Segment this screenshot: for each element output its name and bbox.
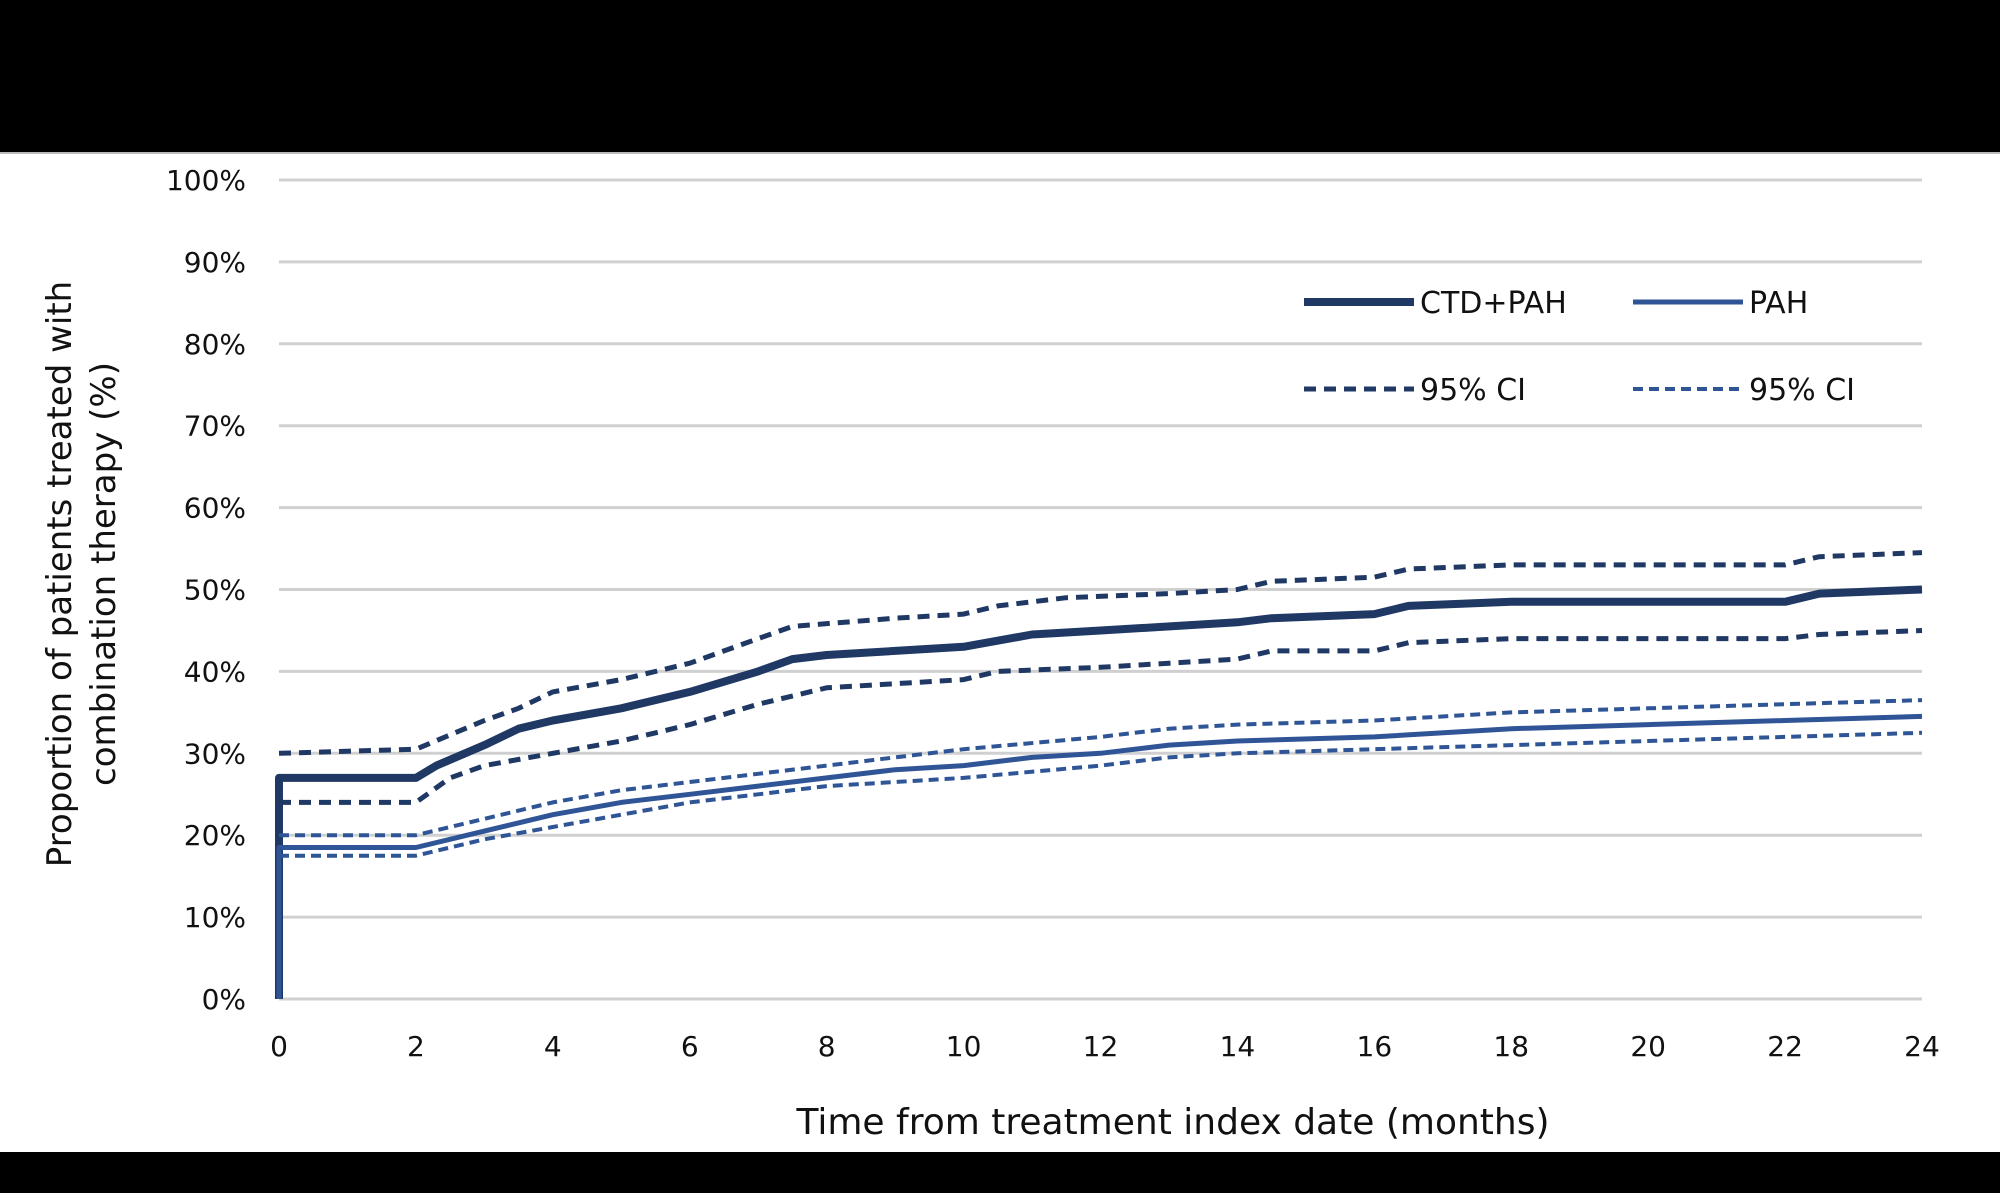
series-line-4 (279, 698, 1923, 838)
legend-label: PAH (1749, 286, 1808, 321)
y-tick-label: 20% (184, 819, 246, 852)
y-tick-label: 100% (166, 164, 246, 197)
series-line-1 (278, 550, 1923, 756)
x-tick-label: 4 (544, 1030, 562, 1063)
y-axis-title: Proportion of patients treated with comb… (40, 281, 124, 867)
y-tick-label: 50% (184, 574, 246, 607)
x-tick-label: 22 (1767, 1030, 1803, 1063)
y-tick-label: 10% (184, 901, 246, 934)
x-tick-label: 2 (407, 1030, 425, 1063)
legend-label: 95% CI (1420, 373, 1526, 408)
y-tick-label: 60% (184, 492, 246, 525)
series-line-5 (279, 730, 1923, 858)
series-line-3 (276, 713, 1923, 999)
bottom-band (0, 1152, 2000, 1193)
y-tick-label: 80% (184, 328, 246, 361)
y-axis-title-line-1: Proportion of patients treated with (40, 281, 80, 867)
y-axis-title-line-2: combination therapy (%) (84, 362, 124, 786)
x-tick-label: 12 (1083, 1030, 1119, 1063)
x-tick-label: 10 (946, 1030, 982, 1063)
legend-label: CTD+PAH (1420, 286, 1567, 321)
legend-label: 95% CI (1749, 373, 1855, 408)
x-tick-label: 14 (1220, 1030, 1256, 1063)
x-tick-label: 24 (1904, 1030, 1940, 1063)
series-lines (275, 550, 1923, 999)
y-tick-label: 0% (202, 983, 246, 1016)
legend: CTD+PAH PAH 95% CI 95% CI (1304, 286, 1855, 408)
y-tick-label: 90% (184, 246, 246, 279)
x-axis-title: Time from treatment index date (months) (795, 1102, 1549, 1143)
y-tick-label: 70% (184, 410, 246, 443)
y-tick-labels: 0% 10% 20% 30% 40% 50% 60% 70% 80% 90% 100% (166, 164, 246, 1016)
x-tick-label: 20 (1630, 1030, 1666, 1063)
figure-caption-band (0, 0, 2000, 152)
x-tick-label: 18 (1493, 1030, 1529, 1063)
y-tick-label: 40% (184, 655, 246, 688)
series-line-0 (275, 585, 1923, 999)
y-tick-label: 30% (184, 737, 246, 770)
x-tick-label: 8 (818, 1030, 836, 1063)
x-tick-label: 6 (681, 1030, 699, 1063)
x-tick-label: 16 (1357, 1030, 1393, 1063)
chart-panel (0, 152, 2000, 1152)
x-tick-labels: 0 2 4 6 8 10 12 14 16 18 20 22 24 (270, 1030, 1940, 1063)
series-line-2 (279, 628, 1923, 805)
x-tick-label: 0 (270, 1030, 288, 1063)
